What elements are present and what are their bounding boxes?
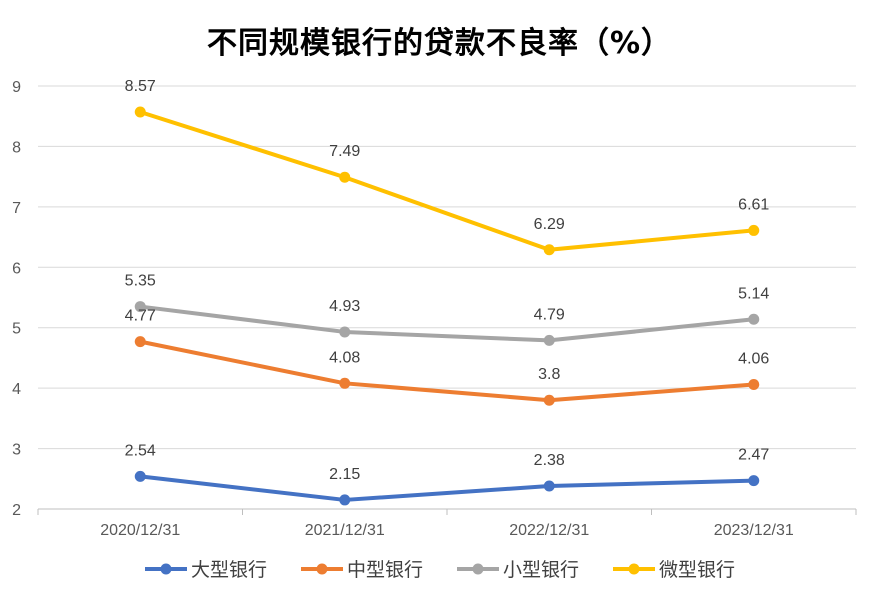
x-tick-label: 2022/12/31 xyxy=(509,522,589,539)
data-label: 4.93 xyxy=(329,298,360,315)
legend-swatch-marker xyxy=(472,563,484,575)
legend-label: 大型银行 xyxy=(191,559,267,581)
chart-title: 不同规模银行的贷款不良率（%） xyxy=(206,26,673,61)
legend-swatch-marker xyxy=(160,563,172,575)
data-point xyxy=(748,224,760,236)
data-label: 4.08 xyxy=(329,349,360,366)
y-tick-label: 6 xyxy=(12,260,21,277)
data-label: 6.29 xyxy=(534,216,565,233)
axes: 2 3 4 5 6 7 8 9 2020/12/31 2021/12/31 2022/12/31 20… xyxy=(12,79,857,539)
x-tick-label: 2023/12/31 xyxy=(714,522,794,539)
data-label: 7.49 xyxy=(329,143,360,160)
legend-label: 微型银行 xyxy=(659,559,735,581)
data-point xyxy=(543,394,555,406)
data-point xyxy=(134,106,146,118)
y-tick-label: 2 xyxy=(12,502,21,519)
series-line xyxy=(138,304,756,343)
data-point xyxy=(134,301,146,313)
data-label: 2.47 xyxy=(738,447,769,464)
y-tick-label: 9 xyxy=(12,79,21,96)
data-label: 5.35 xyxy=(125,273,156,290)
data-label: 4.79 xyxy=(534,306,565,323)
data-label: 2.54 xyxy=(125,442,156,459)
series-line xyxy=(138,109,756,252)
data-point xyxy=(543,334,555,346)
y-tick-label: 5 xyxy=(12,321,21,338)
data-label: 2.38 xyxy=(534,452,565,469)
x-tick-label: 2021/12/31 xyxy=(305,522,385,539)
series-line xyxy=(138,474,756,502)
y-tick-label: 3 xyxy=(12,442,21,459)
data-point xyxy=(339,171,351,183)
data-label: 3.8 xyxy=(538,366,560,383)
data-point xyxy=(339,494,351,506)
data-label: 4.77 xyxy=(125,308,156,325)
y-tick-label: 7 xyxy=(12,200,21,217)
data-label: 4.06 xyxy=(738,351,769,368)
y-tick-label: 8 xyxy=(12,139,21,156)
data-point xyxy=(543,244,555,256)
y-tick-label: 4 xyxy=(12,381,21,398)
legend-swatch-marker xyxy=(316,563,328,575)
data-label: 5.14 xyxy=(738,285,769,302)
data-point xyxy=(748,379,760,391)
data-label: 6.61 xyxy=(738,196,769,213)
data-point xyxy=(134,336,146,348)
series-line xyxy=(138,339,756,403)
series-layer xyxy=(134,106,760,506)
data-point xyxy=(339,377,351,389)
data-point xyxy=(748,313,760,325)
legend-swatch-marker xyxy=(628,563,640,575)
legend-label: 小型银行 xyxy=(503,559,579,581)
data-point xyxy=(748,475,760,487)
data-point xyxy=(339,326,351,338)
data-point xyxy=(134,470,146,482)
data-point xyxy=(543,480,555,492)
legend-label: 中型银行 xyxy=(347,559,423,581)
gridlines xyxy=(38,85,856,450)
legend: 大型银行 中型银行 小型银行 微型银行 xyxy=(145,559,735,581)
data-label: 8.57 xyxy=(125,78,156,95)
data-labels: 2.54 2.15 2.38 2.47 4.77 4.08 3.8 4.06 5.35 4.93 4… xyxy=(125,78,770,483)
x-tick-label: 2020/12/31 xyxy=(100,522,180,539)
data-label: 2.15 xyxy=(329,466,360,483)
